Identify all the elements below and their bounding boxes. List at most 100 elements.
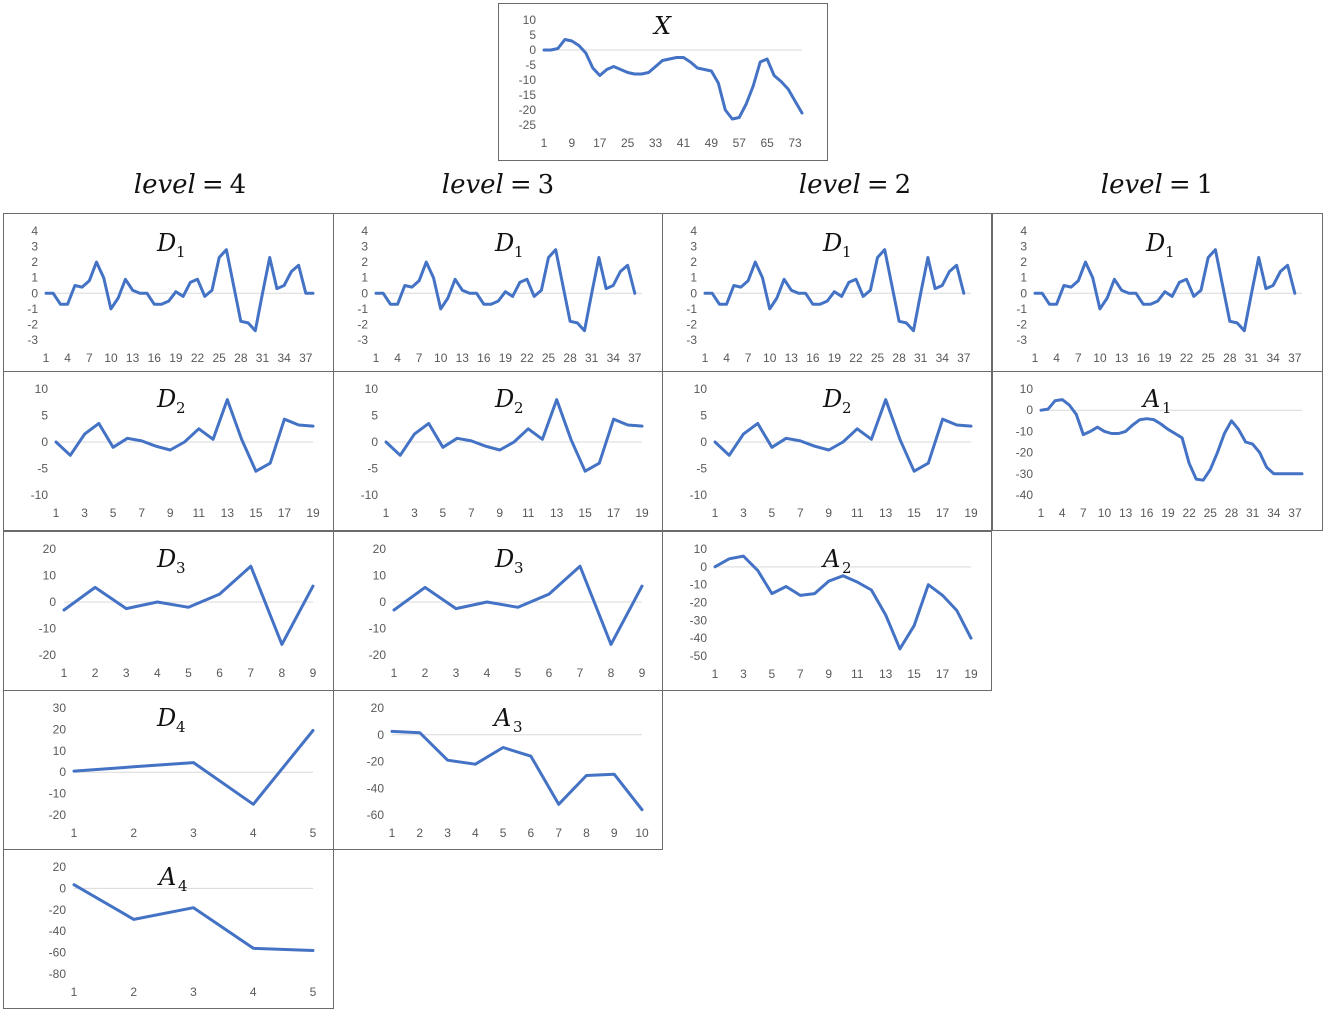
y-tick-label: -30 — [1016, 467, 1034, 481]
chart-title: A — [1141, 385, 1160, 413]
x-tick-label: 10 — [1098, 506, 1112, 520]
series-line — [392, 564, 644, 646]
chart-title: D — [822, 229, 842, 257]
y-tick-label: -5 — [37, 462, 48, 476]
x-tick-label: 13 — [1115, 351, 1129, 365]
chart-svg: 200-20-40-601 2 3 4 5 6 7 8 9 10A 3 — [367, 701, 649, 840]
x-tick-label: 7 — [416, 351, 423, 365]
y-tick-label: -20 — [49, 903, 67, 917]
x-tick-label: 2 — [422, 666, 429, 680]
x-tick-label: 13 — [1119, 506, 1133, 520]
y-tick-label: -10 — [519, 73, 537, 87]
y-tick-label: -1 — [357, 302, 368, 316]
x-tick-label: 1 — [391, 666, 398, 680]
x-tick-label: 9 — [569, 136, 576, 150]
y-tick-label: -40 — [367, 781, 385, 795]
x-tick-label: 2 — [130, 826, 137, 840]
x-tick-label: 19 — [1158, 351, 1172, 365]
series-line — [374, 248, 637, 333]
y-tick-label: 0 — [59, 881, 66, 895]
x-tick-label: 16 — [1137, 351, 1151, 365]
x-tick-label: 4 — [1053, 351, 1060, 365]
y-tick-label: 0 — [361, 286, 368, 300]
series-line — [1033, 248, 1297, 333]
x-tick-label: 15 — [249, 506, 263, 520]
y-tick-label: -20 — [39, 648, 57, 662]
x-tick-label: 1 — [53, 506, 60, 520]
x-tick-label: 28 — [563, 351, 577, 365]
x-tick-label: 16 — [148, 351, 162, 365]
x-tick-label: 49 — [705, 136, 719, 150]
chart-panel-a1-level1: 10 0 -10 -20 -30 -40 1 4 7 10 13 16 19 22 25 28 31 34 37 A 1 — [992, 371, 1323, 531]
x-tick-label: 5 — [110, 506, 117, 520]
x-tick-label: 37 — [1288, 506, 1302, 520]
x-tick-label: 3 — [740, 506, 747, 520]
series-line — [713, 554, 973, 651]
x-tick-label: 5 — [310, 985, 317, 999]
x-tick-label: 1 — [702, 351, 709, 365]
y-tick-label: -20 — [369, 648, 387, 662]
y-tick-label: -40 — [690, 631, 708, 645]
y-tick-label: -80 — [49, 967, 67, 981]
chart-svg: 100-10-20-30-401 4 7 10 13 16 19 22 25 28 31 34 37A 1 — [1016, 382, 1304, 520]
y-tick-label: -2 — [27, 317, 38, 331]
x-tick-label: 3 — [190, 826, 197, 840]
x-tick-label: 15 — [907, 506, 921, 520]
y-tick-label: 0 — [41, 435, 48, 449]
x-tick-label: 34 — [936, 351, 950, 365]
x-tick-label: 4 — [723, 351, 730, 365]
chart-panel-d1-level1: 4 3 2 1 0 -1 -2 -3 1 4 7 10 13 16 19 22 25 28 31 34 37 D 1 — [992, 213, 1323, 372]
x-tick-label: 1 — [71, 985, 78, 999]
level-eq: = — [866, 170, 889, 200]
x-tick-label: 1 — [373, 351, 380, 365]
chart-panel-d2-level3: 10 5 0 -5 -10 1 3 5 7 9 11 13 15 17 19 D 2 — [333, 371, 663, 531]
chart-panel-a4-level4: 20 0 -20 -40 -60 -80 1 2 3 4 5 A 4 — [3, 849, 334, 1009]
y-tick-label: -20 — [367, 755, 385, 769]
x-tick-label: 3 — [740, 667, 747, 681]
series-line — [713, 398, 973, 473]
series-line — [72, 729, 315, 806]
chart-title-subscript: 1 — [1162, 399, 1172, 417]
x-tick-label: 1 — [71, 826, 78, 840]
x-tick-label: 17 — [936, 506, 950, 520]
series-line — [390, 729, 644, 812]
y-tick-label: -20 — [49, 808, 67, 822]
y-tick-label: 5 — [700, 409, 707, 423]
x-tick-label: 5 — [440, 506, 447, 520]
x-tick-label: 9 — [825, 506, 832, 520]
y-tick-label: 0 — [700, 435, 707, 449]
x-tick-label: 7 — [797, 667, 804, 681]
y-tick-label: 2 — [1020, 255, 1027, 269]
x-tick-label: 1 — [61, 666, 68, 680]
series-line — [703, 248, 966, 333]
x-tick-label: 7 — [468, 506, 475, 520]
level-label-4: level = 4 — [90, 170, 290, 200]
x-tick-label: 37 — [957, 351, 971, 365]
y-tick-label: 10 — [373, 569, 387, 583]
y-tick-label: -3 — [1016, 333, 1027, 347]
x-tick-label: 73 — [788, 136, 802, 150]
x-tick-label: 4 — [484, 666, 491, 680]
x-tick-label: 7 — [797, 506, 804, 520]
x-tick-label: 16 — [806, 351, 820, 365]
y-tick-label: 3 — [361, 240, 368, 254]
chart-svg: 200-20-40-60-801 2 3 4 5A 4 — [49, 860, 317, 999]
x-tick-label: 5 — [310, 826, 317, 840]
chart-title-subscript: 1 — [514, 243, 524, 261]
y-tick-label: 0 — [529, 43, 536, 57]
x-tick-label: 4 — [64, 351, 71, 365]
y-tick-label: -10 — [49, 787, 67, 801]
x-tick-label: 31 — [585, 351, 599, 365]
x-tick-label: 13 — [785, 351, 799, 365]
chart-title: D — [494, 385, 514, 413]
x-tick-label: 65 — [760, 136, 774, 150]
x-tick-label: 22 — [1180, 351, 1194, 365]
chart-title: A — [492, 704, 511, 732]
x-tick-label: 17 — [278, 506, 292, 520]
x-tick-label: 3 — [453, 666, 460, 680]
y-tick-label: -40 — [1016, 488, 1034, 502]
x-tick-label: 1 — [712, 667, 719, 681]
